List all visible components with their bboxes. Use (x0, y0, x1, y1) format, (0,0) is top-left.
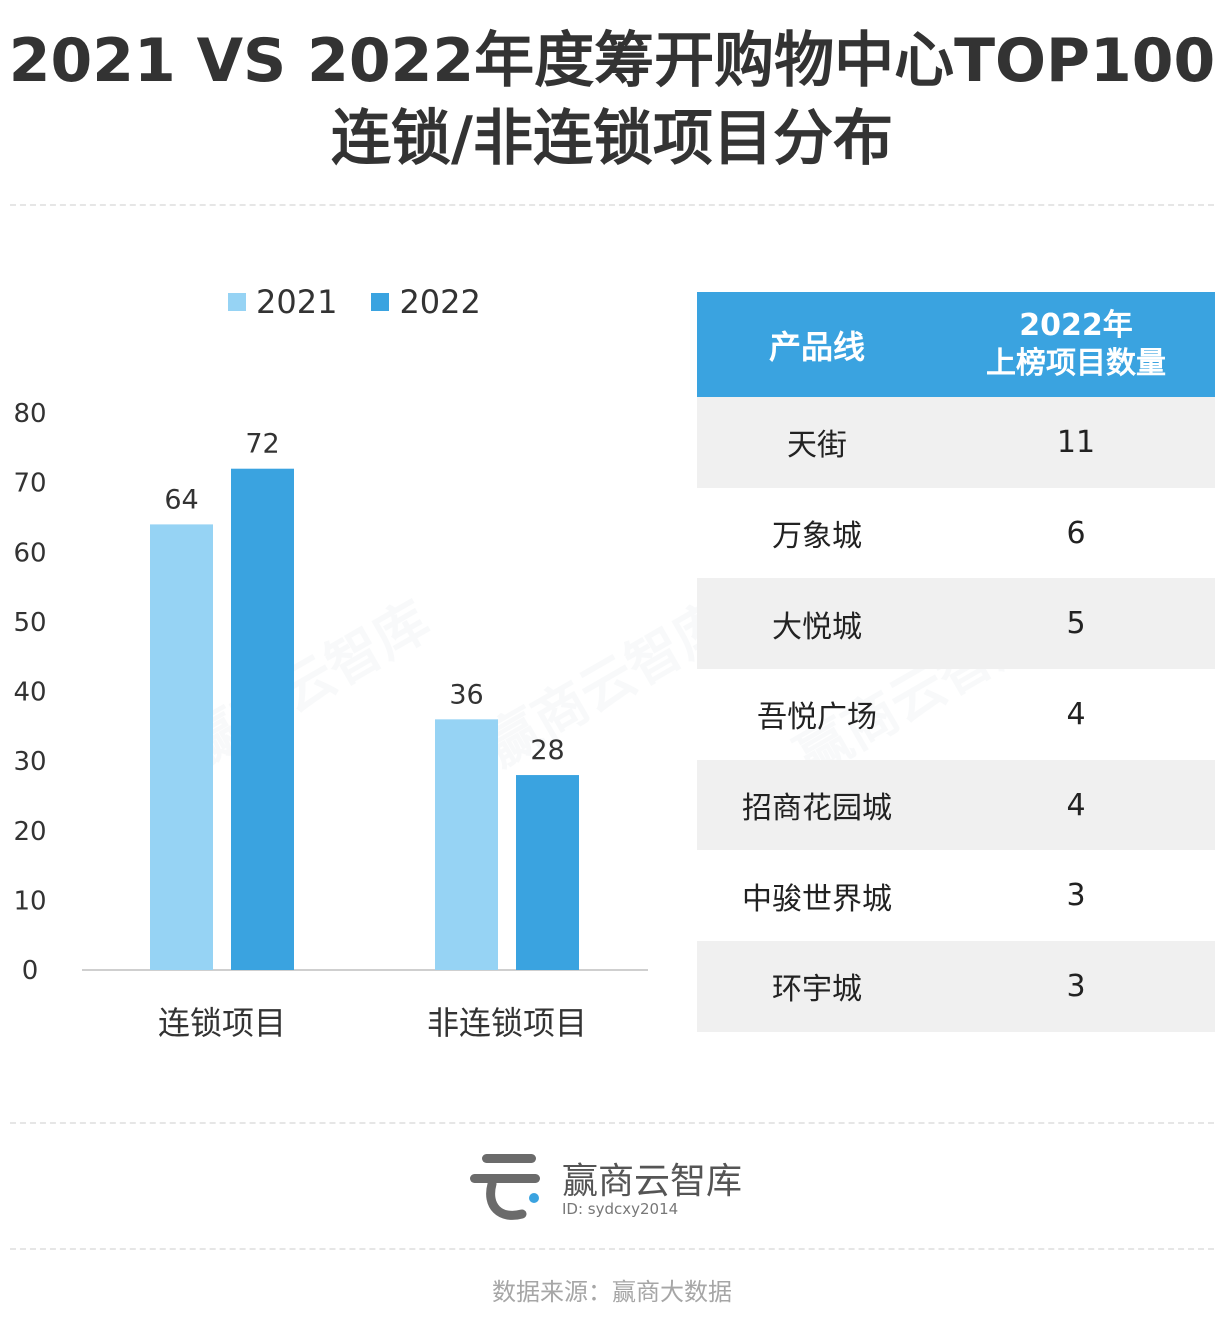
y-tick-label: 60 (13, 538, 46, 568)
table-row: 招商花园城 4 (697, 759, 1215, 851)
data-label: 72 (245, 429, 279, 460)
table-row: 环宇城 3 (697, 941, 1215, 1032)
legend-item-2022: 2022 (371, 283, 481, 321)
y-tick-label: 70 (13, 469, 46, 499)
chart-legend: 2021 2022 (228, 282, 515, 322)
data-label: 28 (530, 735, 564, 766)
top-divider (10, 204, 1214, 206)
table-row: 大悦城 5 (697, 578, 1215, 670)
legend-item-2021: 2021 (228, 283, 337, 321)
y-tick-label: 80 (13, 399, 46, 429)
category-label: 非连锁项目 (427, 1004, 587, 1042)
header-count: 2022年 上榜项目数量 (937, 307, 1215, 383)
table-row: 吾悦广场 4 (697, 669, 1215, 760)
row-count: 3 (1066, 968, 1086, 1004)
y-tick-label: 20 (13, 817, 46, 847)
legend-swatch-2021 (228, 293, 246, 311)
row-count: 3 (1066, 878, 1086, 914)
bar-2021-0 (150, 524, 213, 970)
table-row: 天街 11 (697, 397, 1215, 488)
legend-swatch-2022 (371, 293, 390, 311)
data-source: 数据来源：赢商大数据 (492, 1278, 732, 1306)
header-count-line2: 上榜项目数量 (986, 345, 1166, 381)
row-product-name: 吾悦广场 (757, 700, 877, 736)
row-count: 4 (1066, 696, 1086, 732)
y-tick-label: 50 (13, 608, 46, 638)
table-row: 万象城 6 (697, 488, 1215, 579)
bar-chart: 0 10 20 30 40 50 60 70 80 64 72 连锁项目 36 28 非连锁项目 (13, 399, 648, 1042)
product-line-table: 产品线 2022年 上榜项目数量 天街 11 万象城 6 大悦城 5 吾悦广场 … (697, 292, 1215, 1032)
brand-id: ID: sydcxy2014 (562, 1200, 679, 1218)
title-line-2: 连锁/非连锁项目分布 (331, 104, 893, 174)
y-tick-label: 30 (13, 747, 46, 777)
row-product-name: 万象城 (772, 519, 862, 555)
row-product-name: 环宇城 (772, 972, 862, 1008)
header-product-line: 产品线 (768, 327, 865, 366)
bottom-divider (10, 1122, 1214, 1124)
row-count: 4 (1066, 787, 1086, 823)
brand-logo-icon (470, 1154, 540, 1220)
row-count: 5 (1066, 606, 1086, 642)
table-header: 产品线 2022年 上榜项目数量 (697, 292, 1215, 397)
chart-title: 2021 VS 2022年度筹开购物中心TOP100 连锁/非连锁项目分布 (0, 22, 1224, 178)
y-tick-label: 10 (13, 886, 46, 916)
category-label: 连锁项目 (158, 1004, 286, 1042)
brand-name: 赢商云智库 (562, 1161, 743, 1202)
row-product-name: 天街 (787, 428, 847, 464)
bar-2022-1 (516, 775, 579, 970)
row-product-name: 中骏世界城 (742, 881, 892, 917)
data-label: 64 (164, 484, 198, 515)
y-tick-label: 0 (22, 956, 39, 986)
legend-label-2022: 2022 (399, 283, 481, 321)
footer-divider (10, 1248, 1214, 1250)
row-count: 6 (1066, 515, 1086, 551)
row-count: 11 (1056, 424, 1096, 460)
y-tick-label: 40 (13, 678, 46, 708)
table-row: 中骏世界城 3 (697, 850, 1215, 941)
header-count-line1: 2022年 (1019, 307, 1133, 343)
row-product-name: 大悦城 (772, 609, 862, 645)
title-line-1: 2021 VS 2022年度筹开购物中心TOP100 (8, 26, 1216, 96)
bar-2021-1 (435, 719, 498, 970)
data-label: 36 (449, 679, 483, 710)
row-product-name: 招商花园城 (742, 791, 892, 827)
legend-label-2021: 2021 (256, 283, 338, 321)
bar-2022-0 (231, 468, 294, 970)
